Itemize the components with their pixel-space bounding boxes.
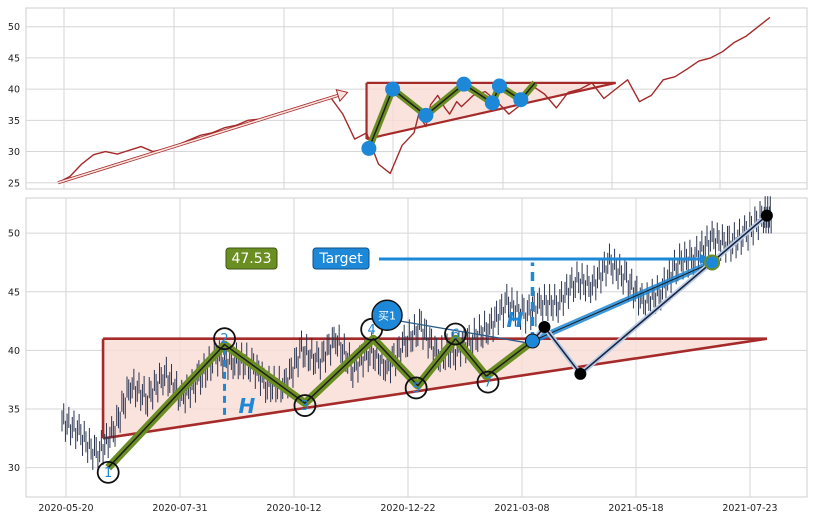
- bottom-support-line: [102, 337, 768, 440]
- pivot-label: 5: [412, 381, 420, 396]
- bottom-x-ticks: 2020-05-20 2020-07-31 2020-10-12 2020-12-22…: [38, 503, 777, 514]
- top-arrow-head: [335, 88, 349, 103]
- target-value-box: 47.53: [225, 247, 278, 270]
- pivot-label: 2: [220, 332, 228, 347]
- top-pivot-dot: [513, 92, 529, 108]
- top-y-tick-label: 30: [8, 147, 20, 158]
- bottom-zigzag: [105, 334, 535, 471]
- pivot-label: 1: [104, 466, 112, 481]
- pivot-circle: [293, 394, 317, 417]
- top-y-ticks: 25 30 35 40 45 50: [8, 22, 20, 189]
- bottom-points: 1 2 3 4 5 6 7 买1: [96, 209, 773, 484]
- buy-text: 买1: [378, 309, 396, 322]
- black-point: [538, 320, 551, 333]
- pivot-point-7: 7: [476, 370, 500, 394]
- top-pivot-dot: [361, 140, 377, 156]
- top-arrow-shaft-inner: [57, 94, 339, 184]
- bottom-y-tick-label: 45: [8, 287, 20, 298]
- top-pivot-dot: [491, 78, 507, 94]
- top-panel: 25 30 35 40 45 50: [8, 7, 808, 190]
- height-label-2: H: [506, 308, 523, 332]
- bottom-zigzag-inner: [107, 337, 533, 469]
- target-label-text: Target: [318, 251, 363, 267]
- pivot-circle: [404, 376, 428, 400]
- top-zigzag: [361, 76, 538, 156]
- pivot-point-3: 3: [293, 394, 317, 417]
- top-y-tick-label: 35: [8, 116, 20, 127]
- black-path: [531, 214, 768, 376]
- pivot-point-1: 1: [96, 460, 120, 484]
- top-pivot-dot: [385, 81, 401, 97]
- bottom-y-tick-label: 30: [8, 463, 20, 474]
- bottom-x-tick-label: 2021-05-18: [608, 503, 663, 514]
- top-support-line: [366, 81, 616, 141]
- black-point: [760, 209, 773, 222]
- buy-pointer-line: [400, 320, 529, 344]
- top-pattern: [365, 81, 616, 141]
- top-arrow: [57, 88, 349, 185]
- top-pivot-dot: [484, 95, 500, 111]
- black-point: [574, 367, 587, 380]
- pivot-label: 7: [484, 376, 492, 391]
- breakout-target-line-inner: [532, 262, 713, 342]
- target-label-box: Target: [312, 247, 370, 270]
- pivot-circle: [96, 460, 120, 484]
- breakout-dot: [524, 333, 540, 349]
- top-y-tick-label: 25: [8, 178, 20, 189]
- height-label-1: H: [239, 394, 256, 418]
- top-y-tick-label: 50: [8, 22, 20, 33]
- pivot-point-5: 5: [404, 376, 428, 400]
- bottom-y-ticks: 30 35 40 45 50: [8, 229, 20, 475]
- top-y-tick-label: 45: [8, 53, 20, 64]
- bottom-annotations: HH: [223, 213, 769, 418]
- buy-circle: [371, 299, 403, 331]
- pivot-point-6: 6: [444, 322, 467, 346]
- target-value-text: 47.53: [231, 251, 271, 267]
- pivot-label: 4: [368, 323, 376, 338]
- target-dot: [704, 254, 721, 271]
- bottom-x-tick-label: 2021-03-08: [494, 503, 549, 514]
- pivot-point-2: 2: [213, 327, 236, 351]
- bottom-x-tick-label: 2020-05-20: [38, 503, 93, 514]
- bottom-x-tick-label: 2020-07-31: [152, 503, 207, 514]
- pivot-circle: [213, 327, 236, 351]
- pivot-label: 6: [451, 328, 459, 343]
- buy-marker: 买1: [371, 299, 403, 331]
- bottom-y-tick-label: 40: [8, 346, 20, 357]
- bottom-y-tick-label: 35: [8, 405, 20, 416]
- pivot-circle: [476, 370, 500, 394]
- pivot-circle: [444, 322, 467, 346]
- bottom-y-tick-label: 50: [8, 229, 20, 240]
- top-pivot-dot: [456, 76, 472, 92]
- bottom-x-tick-label: 2020-10-12: [266, 503, 321, 514]
- bottom-x-tick-label: 2021-07-23: [722, 503, 777, 514]
- top-y-tick-label: 40: [8, 85, 20, 96]
- bottom-x-tick-label: 2020-12-22: [380, 503, 435, 514]
- top-pivot-dot: [418, 107, 434, 123]
- pivot-label: 3: [301, 399, 309, 414]
